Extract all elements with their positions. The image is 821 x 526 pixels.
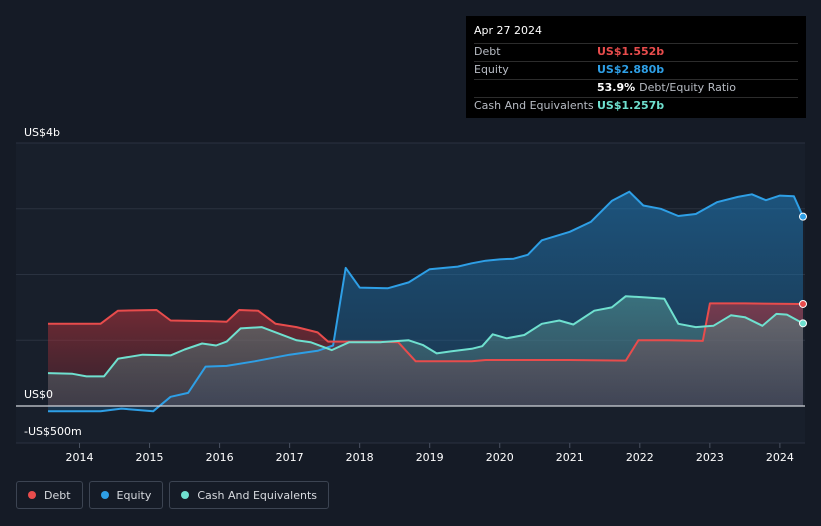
tooltip-label-debt: Debt xyxy=(474,45,501,58)
tooltip-date: Apr 27 2024 xyxy=(474,24,543,37)
tooltip-row-equity: Equity US$2.880b xyxy=(474,61,798,79)
endpoint-cash-and-equivalents xyxy=(799,319,807,328)
legend-dot-debt xyxy=(28,491,36,499)
x-tick-label-2023: 2023 xyxy=(696,451,724,464)
x-tick-label-2015: 2015 xyxy=(136,451,164,464)
tooltip-row-debt: Debt US$1.552b xyxy=(474,43,798,61)
x-tick-label-2017: 2017 xyxy=(276,451,304,464)
x-tick-label-2014: 2014 xyxy=(66,451,94,464)
series-areas xyxy=(48,191,803,412)
legend-dot-equity xyxy=(100,491,109,499)
x-tick-label-2016: 2016 xyxy=(206,451,234,464)
y-tick-top: US$4b xyxy=(24,126,60,139)
legend-item-equity[interactable]: Equity xyxy=(88,481,164,509)
x-tick-label-2020: 2020 xyxy=(486,451,514,464)
tooltip-value-debt: US$1.552b xyxy=(597,45,665,58)
x-tick-label-2022: 2022 xyxy=(626,451,654,464)
area-cash-and-equivalents xyxy=(48,296,803,406)
tooltip: Apr 27 2024 Debt US$1.552b Equity US$2.8… xyxy=(466,16,806,118)
legend-item-debt[interactable]: Debt xyxy=(16,481,83,509)
series-lines xyxy=(47,190,804,413)
x-axis-ticks: 2014 2015 2016 2017 2018 2019 2020 2021 2022 2023… xyxy=(66,443,794,464)
legend-label-equity: Equity xyxy=(116,488,152,502)
legend-label-cash: Cash And Equivalents xyxy=(197,488,317,502)
tooltip-value-equity: US$2.880b xyxy=(597,63,665,76)
line-cash-and-equivalents xyxy=(47,295,804,378)
series-endpoints xyxy=(16,212,807,407)
tooltip-label-equity: Equity xyxy=(474,63,509,76)
tooltip-value-ratio: 53.9% xyxy=(597,81,636,94)
x-tick-label-2024: 2024 xyxy=(766,451,794,464)
legend: Debt Equity Cash And Equivalents xyxy=(16,481,329,509)
endpoint-debt xyxy=(799,299,807,308)
endpoint-equity xyxy=(799,212,807,221)
tooltip-row-cash: Cash And Equivalents US$1.257b xyxy=(474,97,798,115)
x-tick-label-2018: 2018 xyxy=(346,451,374,464)
y-tick-zero: US$0 xyxy=(24,388,53,401)
tooltip-value-cash: US$1.257b xyxy=(597,99,665,112)
tooltip-label-cash: Cash And Equivalents xyxy=(474,99,594,112)
tooltip-label-ratio xyxy=(474,80,597,97)
y-tick-bottom: -US$500m xyxy=(24,425,82,438)
legend-item-cash[interactable]: Cash And Equivalents xyxy=(169,481,329,509)
tooltip-ratio-suffix: Debt/Equity Ratio xyxy=(639,81,736,94)
tooltip-row-ratio: 53.9% Debt/Equity Ratio xyxy=(474,79,798,97)
legend-dot-cash xyxy=(181,491,190,499)
legend-label-debt: Debt xyxy=(44,488,71,502)
line-equity xyxy=(48,190,804,413)
x-tick-label-2021: 2021 xyxy=(556,451,584,464)
x-tick-label-2019: 2019 xyxy=(416,451,444,464)
